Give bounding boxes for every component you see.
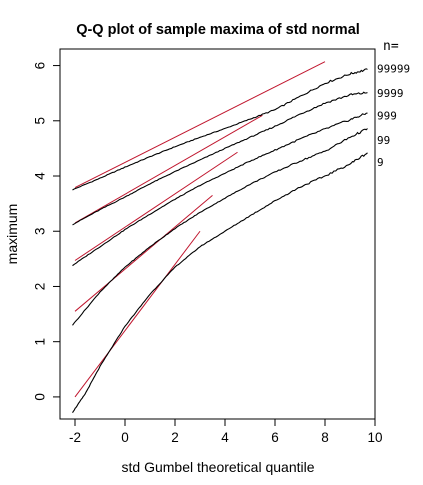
data-curves	[72, 68, 368, 413]
y-tick-label: 6	[33, 62, 48, 70]
curve-n-999	[72, 112, 368, 267]
curve-n-99	[72, 128, 368, 326]
series-label-n-9: 9	[377, 156, 384, 169]
x-axis: -2 0 2 4 6 8 10	[69, 419, 383, 445]
fit-line-n-99	[74, 194, 213, 312]
y-tick-label: 2	[33, 283, 48, 291]
y-tick-label: 1	[33, 338, 48, 346]
legend-title: n=	[383, 39, 399, 54]
fit-line-n-999	[74, 151, 238, 261]
curve-n-99999	[72, 68, 368, 191]
x-tick-label: 10	[367, 430, 382, 445]
series-label-n-99: 99	[377, 134, 390, 147]
fit-line-n-99999	[74, 61, 326, 189]
y-axis-label: maximum	[4, 204, 20, 265]
plot-area-frame	[59, 48, 376, 420]
x-tick-label: -2	[69, 430, 81, 445]
y-tick-label: 4	[33, 172, 48, 180]
fit-line-n-9999	[74, 114, 263, 224]
y-axis: 0 1 2 3 4 5 6	[33, 62, 60, 401]
fit-line-n-9	[74, 230, 201, 398]
x-tick-label: 8	[321, 430, 329, 445]
x-tick-label: 6	[271, 430, 279, 445]
series-label-n-999: 999	[377, 109, 397, 122]
fit-lines	[74, 61, 326, 398]
curve-n-9999	[72, 91, 368, 226]
y-tick-label: 5	[33, 117, 48, 125]
x-tick-label: 4	[221, 430, 229, 445]
chart-title: Q-Q plot of sample maxima of std normal	[76, 22, 360, 38]
y-tick-label: 3	[33, 227, 48, 235]
x-axis-label: std Gumbel theoretical quantile	[122, 459, 315, 475]
x-tick-label: 0	[121, 430, 129, 445]
series-label-n-99999: 99999	[377, 62, 410, 75]
series-label-n-9999: 9999	[377, 87, 404, 100]
y-tick-label: 0	[33, 393, 48, 401]
curve-n-9	[72, 152, 368, 413]
x-tick-label: 2	[171, 430, 179, 445]
